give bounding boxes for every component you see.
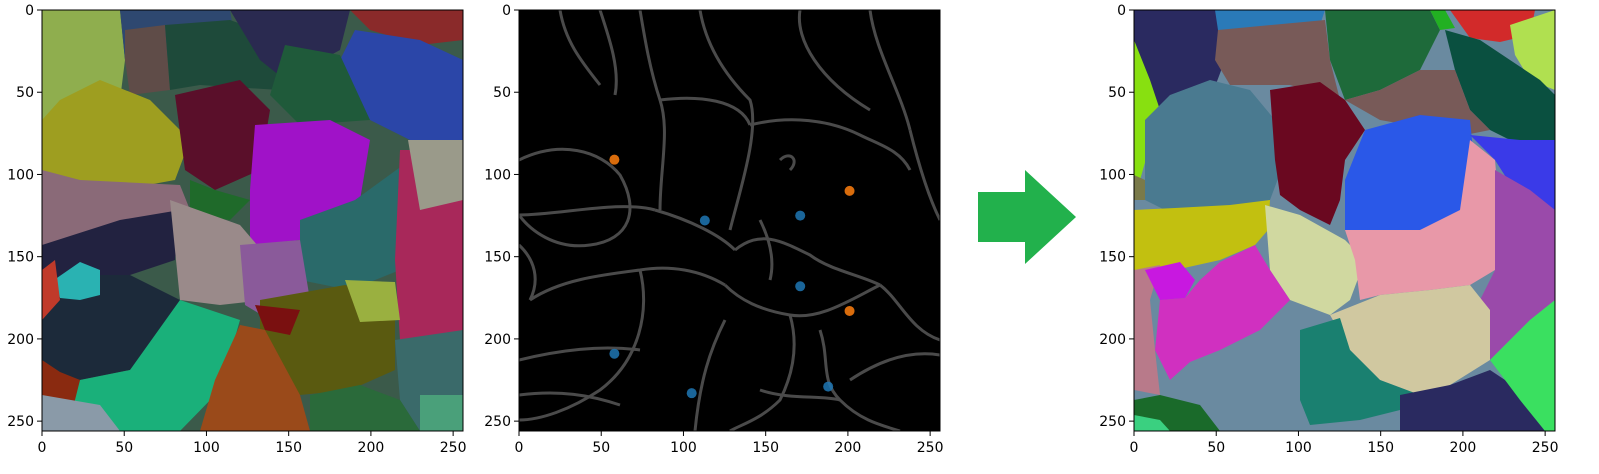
x-tick-label: 250: [1532, 440, 1559, 456]
y-tick-label: 0: [502, 3, 511, 19]
x-tick-label: 200: [358, 440, 385, 456]
right-axes-frame: [1133, 9, 1556, 432]
y-tick-label: 50: [16, 85, 34, 101]
orange-point: [844, 305, 855, 316]
blue-point: [609, 348, 620, 359]
y-tick-label: 150: [7, 250, 34, 266]
x-tick-label: 0: [1130, 440, 1139, 456]
x-tick-label: 100: [670, 440, 697, 456]
blue-point: [699, 215, 710, 226]
y-tick-label: 50: [493, 85, 511, 101]
y-tick-label: 0: [25, 3, 34, 19]
y-tick-label: 100: [1099, 167, 1126, 183]
left-axes-frame: [41, 9, 464, 432]
x-tick-label: 150: [275, 440, 302, 456]
x-tick-label: 250: [917, 440, 944, 456]
orange-point: [844, 185, 855, 196]
x-tick-label: 0: [515, 440, 524, 456]
y-tick-label: 200: [7, 332, 34, 348]
y-tick-label: 100: [7, 167, 34, 183]
orange-point-markers: [609, 154, 855, 316]
orange-point: [609, 154, 620, 165]
blue-point: [823, 381, 834, 392]
x-tick-label: 150: [1367, 440, 1394, 456]
blue-point-markers: [609, 210, 834, 399]
right-image: [1134, 10, 1555, 431]
y-tick-label: 100: [484, 167, 511, 183]
x-tick-label: 150: [752, 440, 779, 456]
y-tick-label: 150: [484, 250, 511, 266]
x-tick-label: 100: [193, 440, 220, 456]
middle-image: [519, 10, 940, 431]
x-tick-label: 250: [440, 440, 467, 456]
y-tick-label: 200: [1099, 332, 1126, 348]
x-tick-label: 50: [115, 440, 133, 456]
x-tick-label: 50: [592, 440, 610, 456]
y-tick-label: 250: [484, 414, 511, 430]
blue-point: [795, 281, 806, 292]
middle-axes-frame: [518, 9, 941, 432]
blue-point: [686, 388, 697, 399]
right-arrow-icon: [978, 170, 1076, 264]
y-tick-label: 50: [1108, 85, 1126, 101]
x-tick-label: 100: [1285, 440, 1312, 456]
x-tick-label: 0: [38, 440, 47, 456]
y-tick-label: 200: [484, 332, 511, 348]
x-tick-label: 200: [1450, 440, 1477, 456]
x-tick-label: 50: [1207, 440, 1225, 456]
y-tick-label: 150: [1099, 250, 1126, 266]
y-tick-label: 250: [1099, 414, 1126, 430]
y-tick-label: 250: [7, 414, 34, 430]
x-tick-label: 200: [835, 440, 862, 456]
y-tick-label: 0: [1117, 3, 1126, 19]
left-image: [42, 10, 463, 431]
blue-point: [795, 210, 806, 221]
